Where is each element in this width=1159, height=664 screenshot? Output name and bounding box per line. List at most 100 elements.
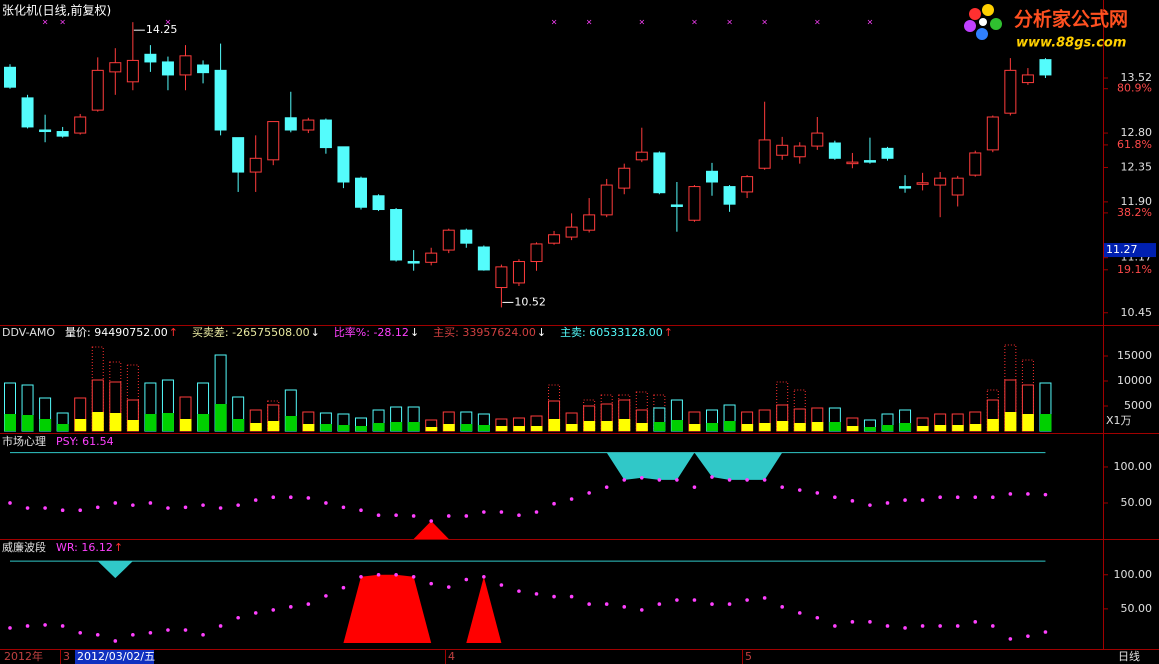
volume-active — [706, 423, 718, 431]
legend-label: 主卖: 60533128.00 — [560, 326, 663, 339]
data-dot — [60, 624, 65, 628]
chart-title: 张化机(日线,前复权) — [2, 3, 111, 18]
volume-active — [864, 427, 876, 431]
y-tick-label: 11.90 — [1121, 195, 1153, 208]
data-dot — [148, 630, 153, 635]
data-dot — [604, 485, 609, 489]
volume-active — [127, 420, 139, 431]
volume-active — [478, 425, 490, 431]
data-dot — [1026, 634, 1030, 638]
data-dot — [60, 508, 65, 512]
candle-body — [635, 151, 648, 161]
candle-body — [4, 66, 16, 88]
candle-body — [442, 229, 455, 251]
volume-active — [355, 426, 367, 431]
cursor-date: 2012/03/02/五 — [77, 650, 155, 663]
data-dot — [885, 624, 890, 628]
data-dot — [692, 485, 697, 489]
data-dot — [973, 620, 978, 624]
logo-petal — [990, 18, 1002, 30]
data-dot — [411, 514, 416, 518]
fib-tick-label: 19.1% — [1117, 263, 1152, 276]
data-dot — [991, 624, 995, 628]
signal-mark: × — [59, 18, 66, 27]
volume-active — [724, 421, 736, 431]
y-tick-label: 100.00 — [1114, 460, 1153, 473]
candle-body — [1039, 59, 1052, 76]
data-dot — [692, 598, 697, 602]
data-dot — [762, 478, 767, 482]
volume-active — [1004, 412, 1017, 431]
data-dot — [324, 501, 328, 505]
volume-active — [22, 415, 34, 431]
legend-label: 比率%: -28.12 — [334, 325, 409, 339]
volume-active — [566, 424, 578, 431]
volume-active — [92, 412, 104, 431]
data-dot — [622, 478, 627, 482]
footer-month: 4 — [448, 650, 455, 663]
data-dot — [429, 519, 434, 523]
data-dot — [569, 594, 574, 599]
data-dot — [43, 506, 47, 510]
y-tick-label: 12.80 — [1121, 126, 1153, 139]
y-tick-label: 50.00 — [1121, 496, 1153, 509]
volume-peak — [126, 364, 139, 432]
candle-body — [56, 131, 69, 137]
volume-active — [1022, 414, 1034, 431]
volume-active — [267, 421, 280, 431]
panel-title: 威廉波段 — [2, 540, 46, 554]
candle-body — [951, 177, 964, 196]
candle-body — [337, 146, 350, 183]
data-dot — [218, 624, 223, 628]
volume-active — [759, 423, 771, 431]
data-dot — [640, 608, 644, 612]
candle-body — [618, 167, 631, 189]
volume-active — [846, 426, 859, 431]
y-tick-label: 5000 — [1124, 399, 1152, 412]
data-dot — [517, 513, 521, 518]
data-dot — [306, 496, 311, 500]
annotation-label: 14.25 — [146, 23, 178, 36]
volume-active — [320, 424, 332, 431]
data-dot — [534, 592, 539, 596]
data-dot — [271, 495, 276, 500]
y-tick-label: 10000 — [1117, 374, 1152, 387]
candle-body — [530, 243, 543, 263]
candle-body — [319, 119, 332, 149]
volume-active — [653, 422, 666, 431]
watermark-url: www.88gs.com — [1016, 36, 1126, 51]
data-dot — [78, 508, 82, 512]
data-dot — [1008, 637, 1013, 641]
candle-body — [723, 186, 736, 205]
legend-arrow: ↑ — [664, 326, 673, 339]
signal-mark: × — [867, 18, 874, 27]
legend-label: 主买: 33957624.00 — [433, 326, 536, 339]
data-dot — [1043, 492, 1048, 497]
fib-tick-label: 61.8% — [1117, 138, 1152, 151]
volume-active — [688, 424, 701, 431]
current-price-label: 11.27 — [1106, 243, 1138, 256]
fib-tick-label: 80.9% — [1117, 82, 1152, 95]
data-dot — [236, 615, 240, 620]
volume-active — [811, 422, 824, 431]
data-dot — [903, 498, 907, 502]
candle-body — [969, 152, 982, 176]
candle-body — [91, 69, 104, 111]
volume-active — [636, 423, 648, 431]
data-dot — [359, 508, 363, 512]
candle-body — [916, 182, 929, 185]
candle-body — [706, 170, 718, 183]
data-dot — [131, 503, 135, 507]
data-dot — [464, 577, 469, 582]
legend-label: 买卖差: -26575508.00 — [192, 325, 310, 339]
candle-body — [863, 160, 876, 163]
volume-active — [513, 426, 525, 431]
y-tick-label: 12.35 — [1121, 160, 1153, 173]
logo-petal — [969, 8, 981, 20]
y-tick-label: 13.52 — [1121, 71, 1153, 84]
data-dot — [218, 506, 223, 510]
candle-body — [670, 204, 683, 207]
volume-active — [232, 419, 245, 431]
data-dot — [499, 510, 504, 514]
